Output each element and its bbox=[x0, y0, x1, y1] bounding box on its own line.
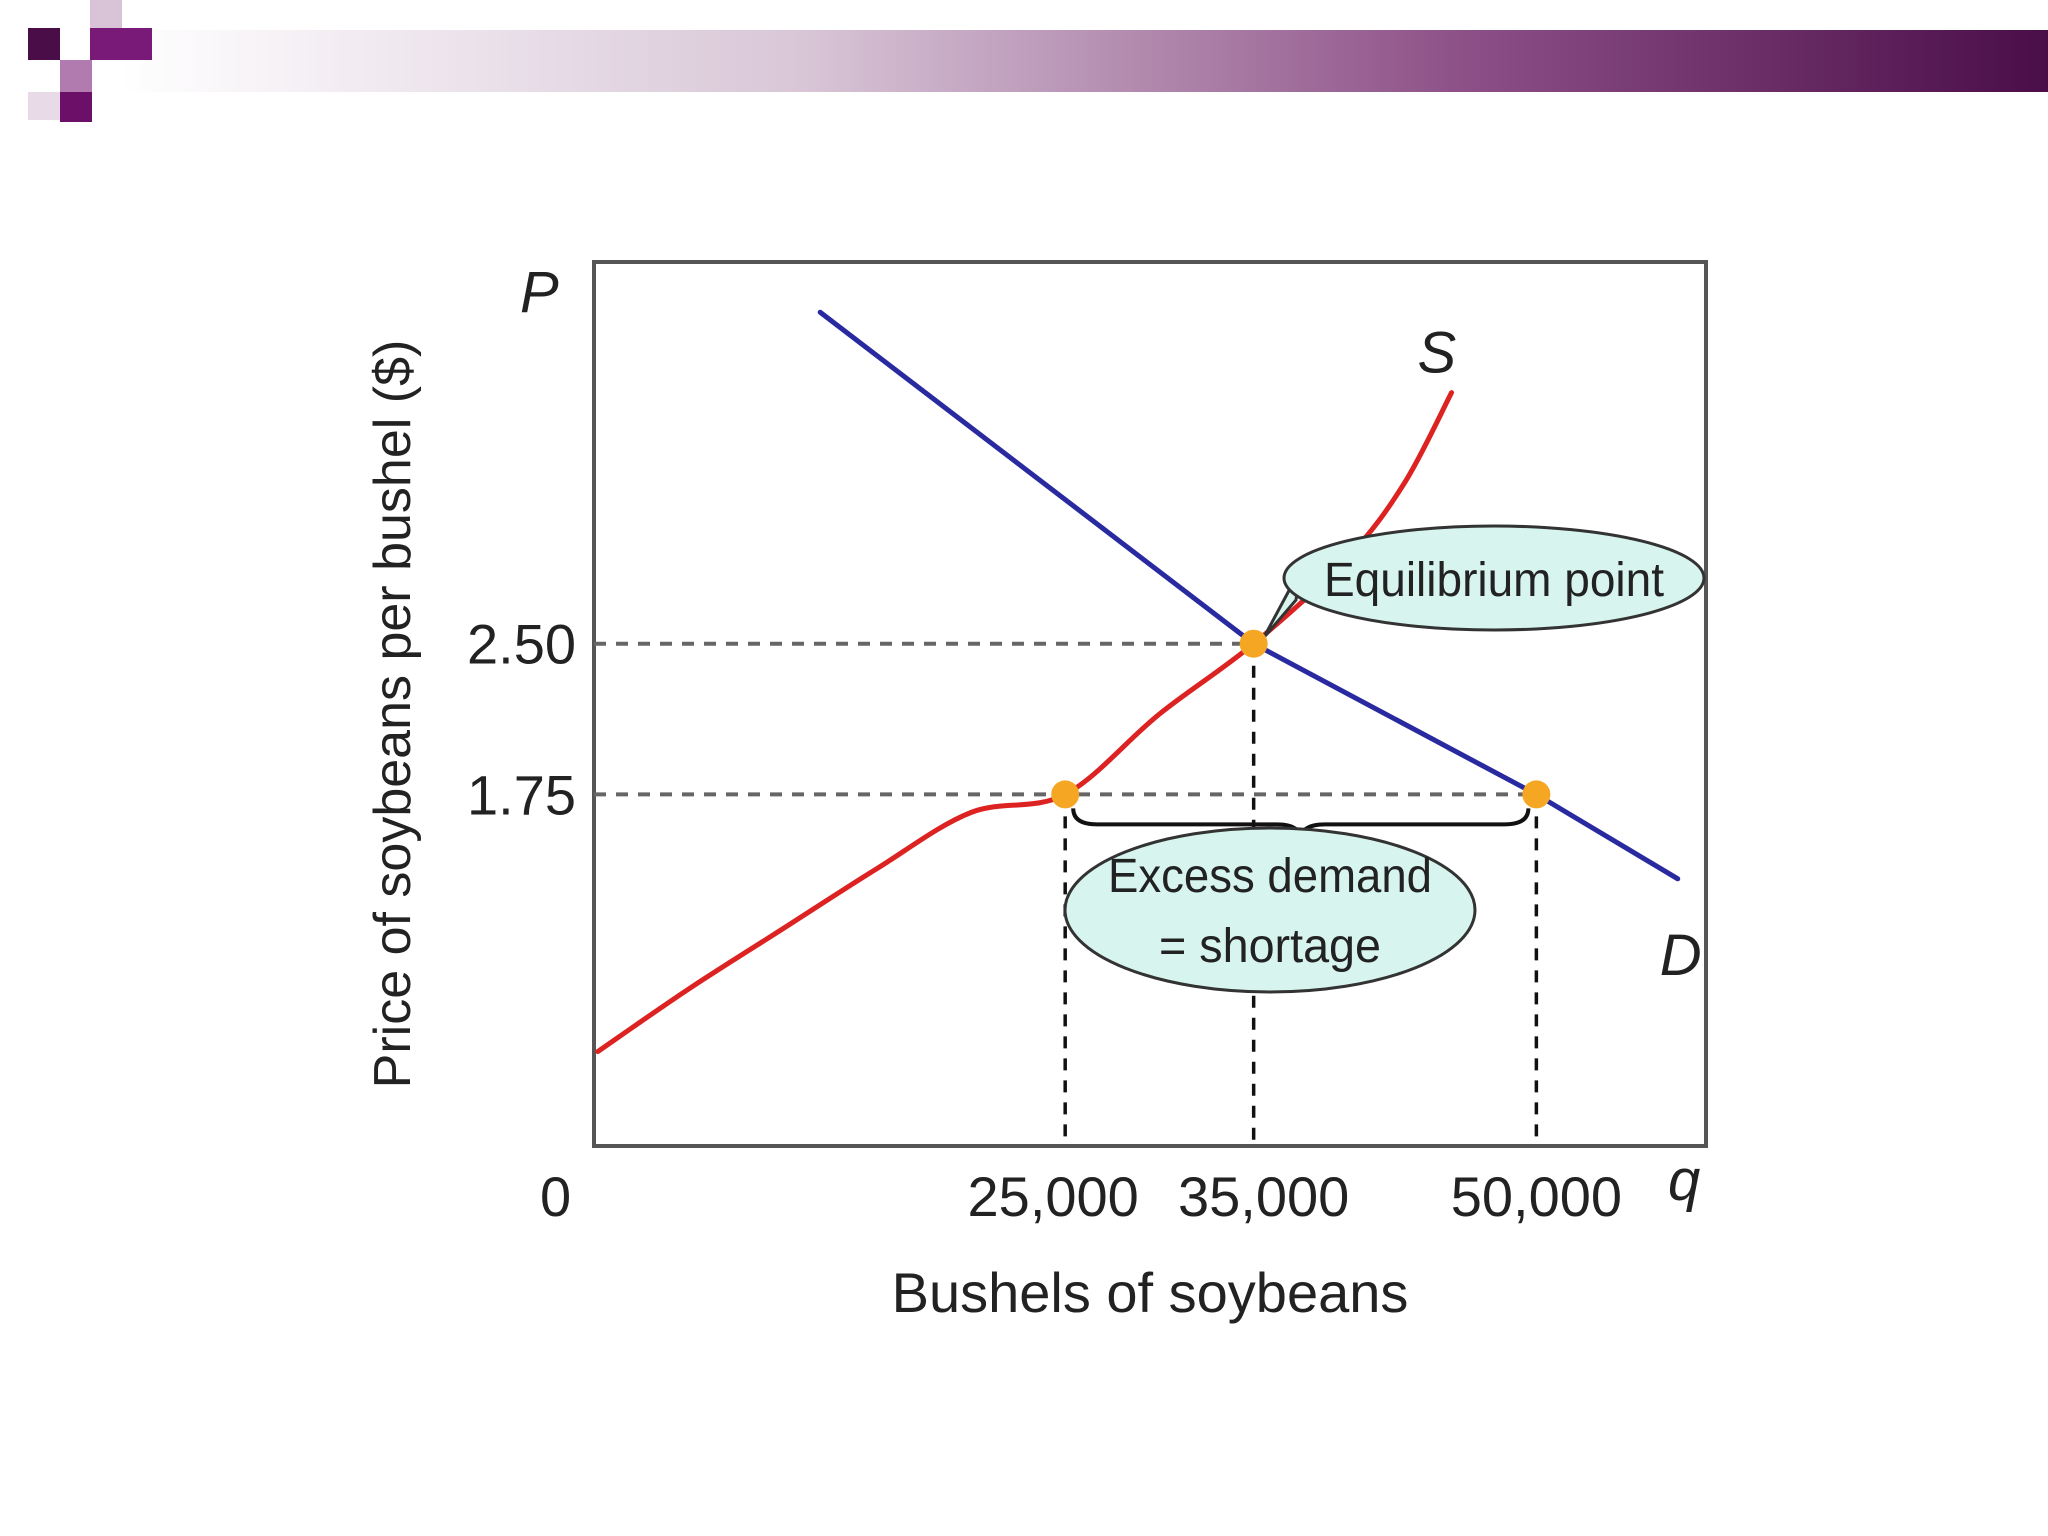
y-tick-label: 1.75 bbox=[467, 763, 576, 826]
logo-square bbox=[90, 0, 122, 32]
excess-bubble-ellipse bbox=[1063, 826, 1477, 994]
annotation-bubbles: Equilibrium point Excess demand = shortage bbox=[1063, 524, 1706, 994]
curve-label-s: S bbox=[1418, 321, 1457, 386]
intersection-point-2 bbox=[1051, 780, 1080, 809]
intersection-point-1 bbox=[1239, 629, 1268, 658]
y-axis-title: Price of soybeans per bushel ($) bbox=[364, 340, 422, 1089]
x-tick-label: 50,000 bbox=[1451, 1165, 1622, 1228]
excess-bubble-line-2: = shortage bbox=[1159, 920, 1381, 973]
logo-square bbox=[28, 92, 60, 120]
excess-bubble-line-1: Excess demand bbox=[1108, 850, 1432, 903]
tick-labels: 1.75 2.50 25,000 35,000 50,000 bbox=[467, 613, 1622, 1228]
origin-label: 0 bbox=[540, 1165, 571, 1228]
intersection-points bbox=[1051, 629, 1551, 809]
logo-square bbox=[90, 28, 152, 60]
x-tick-label: 35,000 bbox=[1178, 1165, 1349, 1228]
curve-d bbox=[817, 309, 1681, 882]
intersection-point-3 bbox=[1522, 780, 1551, 809]
equilibrium-point-bubble: Equilibrium point bbox=[1262, 524, 1706, 639]
plot-frame bbox=[592, 260, 1708, 1148]
header-banner bbox=[28, 0, 2048, 122]
logo-square bbox=[28, 28, 60, 60]
x-axis-symbol: q bbox=[1668, 1148, 1700, 1213]
x-tick-label: 25,000 bbox=[968, 1165, 1139, 1228]
x-axis-title: Bushels of soybeans bbox=[892, 1261, 1409, 1324]
y-tick-label: 2.50 bbox=[467, 613, 576, 676]
excess-demand-bubble: Excess demand = shortage bbox=[1063, 826, 1477, 994]
header-gradient-bar bbox=[120, 30, 2048, 92]
curve-label-d: D bbox=[1660, 923, 1702, 988]
equilibrium-bubble-ellipse bbox=[1282, 524, 1706, 632]
y-axis-symbol: P bbox=[520, 260, 559, 325]
logo-square bbox=[60, 60, 92, 92]
logo-square bbox=[60, 92, 92, 122]
equilibrium-bubble-text: Equilibrium point bbox=[1324, 554, 1664, 607]
